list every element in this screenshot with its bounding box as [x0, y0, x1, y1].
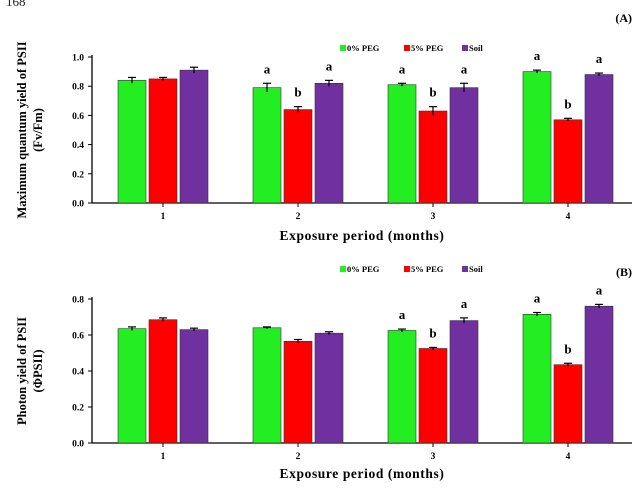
legend: 0% PEG 5% PEG Soil	[340, 264, 483, 274]
legend-label: 5% PEG	[411, 43, 444, 53]
bar-5-peg-m4	[553, 119, 583, 204]
x-axis-label: Exposure period (months)	[280, 228, 445, 243]
legend-label: Soil	[469, 264, 483, 274]
y-axis-label: Photon yield of PSII (ΦPSII)	[15, 317, 45, 425]
significance-letter: a	[596, 51, 603, 66]
legend-label: Soil	[469, 43, 483, 53]
x-tick-label: 3	[431, 212, 436, 222]
significance-letter: b	[564, 96, 571, 111]
panel-label: (B)	[616, 265, 632, 279]
bar-0-peg-m4	[522, 313, 552, 444]
bar-0-peg-m3	[387, 330, 417, 444]
x-tick-label: 2	[296, 212, 301, 222]
significance-letter: a	[461, 61, 468, 76]
bar-soil-m4	[584, 305, 614, 444]
bar-0-peg-m3	[387, 84, 417, 204]
chart-panel-b: 0.0 0.2 0.4 0.6 0.8 1 2 3 a b a 4 a b a (B) 0% PEG 5% PEG…	[15, 264, 632, 481]
legend-label: 5% PEG	[411, 264, 444, 274]
significance-letter: a	[461, 296, 468, 311]
legend-swatch	[462, 266, 468, 272]
bar-soil-m3	[449, 320, 479, 444]
legend-swatch	[404, 266, 410, 272]
bar-5-peg-m4	[553, 364, 583, 444]
y-tick-label: 0.4	[72, 368, 84, 378]
significance-letter: a	[399, 307, 406, 322]
chart-panel-a: 0.0 0.2 0.4 0.6 0.8 1.0 1 2 a b a 3 a b a 4 a b a (A) 0% PEG…	[15, 11, 632, 243]
significance-letter: a	[596, 282, 603, 297]
y-tick-label: 0.8	[72, 83, 84, 93]
bar-soil-m2	[314, 82, 344, 204]
bar-soil-m4	[584, 74, 614, 204]
y-axis-label-line: Maximum quantum yield of PSII	[15, 41, 29, 218]
bar-0-peg-m2	[252, 87, 282, 204]
bar-5-peg-m2	[283, 109, 313, 204]
bar-0-peg-m4	[522, 71, 552, 204]
x-axis-label: Exposure period (months)	[280, 466, 445, 481]
significance-letter: b	[429, 325, 436, 340]
bar-0-peg-m2	[252, 327, 282, 444]
y-axis-label-line: (Fv/Fm)	[31, 108, 45, 152]
significance-letter: a	[326, 58, 333, 73]
legend-label: 0% PEG	[347, 264, 380, 274]
bar-0-peg-m1	[117, 80, 147, 204]
y-tick-label: 0.6	[72, 332, 84, 342]
x-tick-label: 2	[296, 452, 301, 462]
legend-label: 0% PEG	[347, 43, 380, 53]
legend-swatch	[340, 45, 346, 51]
significance-letter: b	[564, 341, 571, 356]
bar-soil-m3	[449, 87, 479, 204]
bar-soil-m1	[179, 329, 209, 444]
x-tick-label: 4	[566, 212, 571, 222]
significance-letter: a	[534, 291, 541, 306]
bar-5-peg-m2	[283, 340, 313, 444]
y-axis-label-line: Photon yield of PSII	[15, 317, 29, 425]
x-tick-label: 3	[431, 452, 436, 462]
bar-0-peg-m1	[117, 328, 147, 444]
y-tick-label: 0.0	[72, 440, 84, 450]
y-tick-label: 0.8	[72, 296, 84, 306]
page-number: 168	[6, 0, 26, 9]
legend-swatch	[404, 45, 410, 51]
x-tick-label: 1	[161, 212, 166, 222]
x-tick-label: 4	[566, 452, 571, 462]
bar-5-peg-m3	[418, 348, 448, 444]
y-tick-label: 0.4	[72, 141, 84, 151]
significance-letter: a	[399, 61, 406, 76]
y-tick-label: 0.2	[72, 170, 84, 180]
bar-5-peg-m1	[148, 319, 178, 444]
bar-soil-m1	[179, 69, 209, 204]
y-tick-label: 0.2	[72, 404, 84, 414]
panel-label: (A)	[615, 11, 632, 25]
legend: 0% PEG 5% PEG Soil	[340, 43, 483, 53]
y-axis-label-line: (ΦPSII)	[31, 349, 45, 392]
bar-5-peg-m3	[418, 110, 448, 204]
y-tick-label: 0.0	[72, 200, 84, 210]
significance-letter: b	[294, 85, 301, 100]
y-axis-label: Maximum quantum yield of PSII (Fv/Fm)	[15, 41, 45, 218]
x-tick-label: 1	[161, 452, 166, 462]
legend-swatch	[340, 266, 346, 272]
legend-swatch	[462, 45, 468, 51]
significance-letter: a	[534, 48, 541, 63]
y-tick-label: 0.6	[72, 112, 84, 122]
bar-soil-m2	[314, 332, 344, 444]
bar-5-peg-m1	[148, 78, 178, 204]
significance-letter: a	[264, 61, 271, 76]
significance-letter: b	[429, 85, 436, 100]
y-tick-label: 1.0	[72, 54, 84, 64]
